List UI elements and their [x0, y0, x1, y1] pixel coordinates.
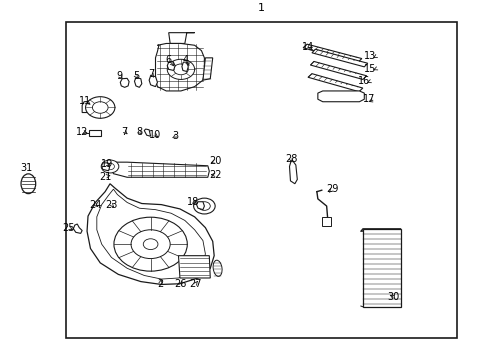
Ellipse shape — [111, 202, 121, 216]
Polygon shape — [178, 256, 210, 278]
Circle shape — [114, 217, 187, 271]
Polygon shape — [196, 202, 204, 210]
Text: 31: 31 — [20, 163, 33, 173]
Polygon shape — [120, 78, 129, 87]
Text: 22: 22 — [208, 170, 221, 180]
Circle shape — [193, 198, 215, 214]
Polygon shape — [203, 58, 212, 80]
Bar — [321, 217, 330, 226]
Text: 21: 21 — [99, 172, 111, 181]
Text: 13: 13 — [364, 51, 376, 61]
Text: 5: 5 — [133, 71, 139, 81]
Circle shape — [105, 163, 114, 170]
Text: 27: 27 — [189, 279, 202, 289]
Text: 6: 6 — [165, 55, 171, 65]
Circle shape — [85, 97, 115, 118]
Polygon shape — [111, 162, 209, 177]
Circle shape — [167, 59, 194, 80]
Text: 9: 9 — [117, 71, 122, 81]
Circle shape — [101, 160, 119, 173]
Polygon shape — [149, 76, 157, 87]
Text: 23: 23 — [105, 199, 118, 210]
Text: 29: 29 — [325, 184, 338, 194]
Polygon shape — [102, 163, 109, 171]
Circle shape — [173, 64, 188, 75]
Circle shape — [198, 202, 210, 210]
Polygon shape — [73, 224, 82, 233]
Polygon shape — [289, 160, 297, 184]
Polygon shape — [307, 74, 362, 92]
Text: 17: 17 — [363, 94, 375, 104]
Polygon shape — [95, 202, 102, 212]
Bar — [362, 229, 400, 307]
Text: 10: 10 — [149, 130, 162, 140]
Text: 15: 15 — [364, 64, 376, 74]
Text: 24: 24 — [89, 199, 102, 210]
Polygon shape — [97, 189, 205, 279]
Polygon shape — [167, 62, 175, 71]
Circle shape — [143, 239, 158, 249]
Polygon shape — [182, 62, 188, 72]
Ellipse shape — [21, 174, 36, 194]
Polygon shape — [155, 44, 204, 91]
Text: 16: 16 — [358, 76, 370, 86]
Polygon shape — [168, 33, 194, 44]
Polygon shape — [360, 229, 400, 231]
Text: 30: 30 — [386, 292, 399, 302]
Polygon shape — [311, 49, 367, 67]
Bar — [89, 130, 101, 136]
Text: 25: 25 — [62, 222, 75, 233]
Text: 3: 3 — [172, 131, 178, 141]
Polygon shape — [134, 78, 142, 87]
Polygon shape — [310, 62, 366, 80]
Text: 7: 7 — [122, 127, 127, 136]
Polygon shape — [144, 129, 150, 136]
Text: 28: 28 — [284, 154, 297, 164]
Text: 14: 14 — [301, 42, 314, 52]
Polygon shape — [303, 44, 361, 62]
Text: 4: 4 — [183, 55, 188, 65]
Text: 11: 11 — [79, 96, 92, 106]
Text: 19: 19 — [100, 159, 113, 169]
Text: 18: 18 — [186, 197, 199, 207]
Text: 12: 12 — [76, 127, 88, 136]
Polygon shape — [317, 91, 364, 102]
Text: 26: 26 — [174, 279, 187, 289]
Text: 20: 20 — [208, 157, 221, 166]
Bar — [66, 22, 456, 338]
Text: 8: 8 — [136, 127, 142, 136]
Polygon shape — [87, 184, 214, 284]
Text: 7: 7 — [148, 69, 154, 79]
Ellipse shape — [213, 260, 222, 276]
Text: 1: 1 — [258, 3, 264, 13]
Circle shape — [92, 102, 108, 113]
Text: 2: 2 — [157, 279, 163, 289]
Circle shape — [131, 230, 170, 258]
Polygon shape — [82, 101, 97, 113]
